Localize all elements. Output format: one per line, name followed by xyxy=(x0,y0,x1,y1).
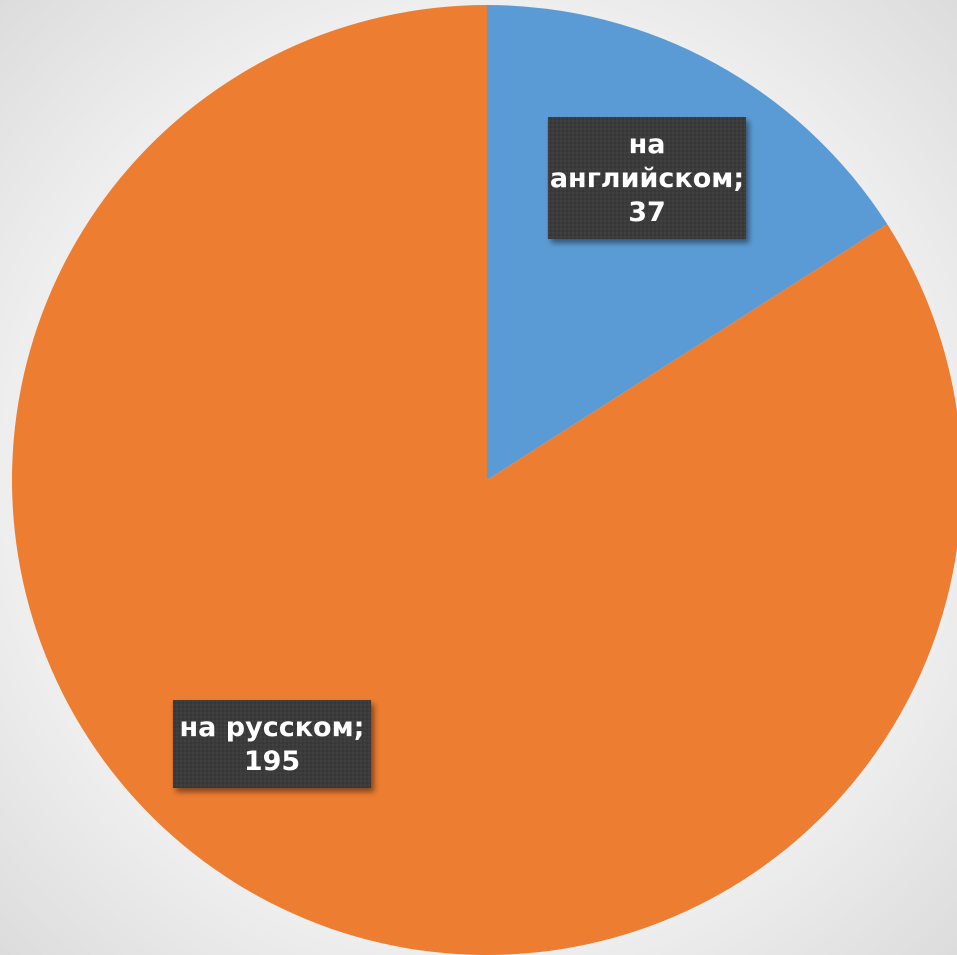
data-label-box xyxy=(172,700,372,788)
data-label-box xyxy=(547,117,747,239)
data-label-line: английском; xyxy=(550,163,744,194)
data-label-line: 37 xyxy=(628,197,666,228)
data-label-line: на русском; xyxy=(180,712,365,743)
data-label-line: 195 xyxy=(244,746,300,777)
data-label-line: на xyxy=(629,129,666,160)
data-label-1: на русском;195 xyxy=(172,700,372,788)
